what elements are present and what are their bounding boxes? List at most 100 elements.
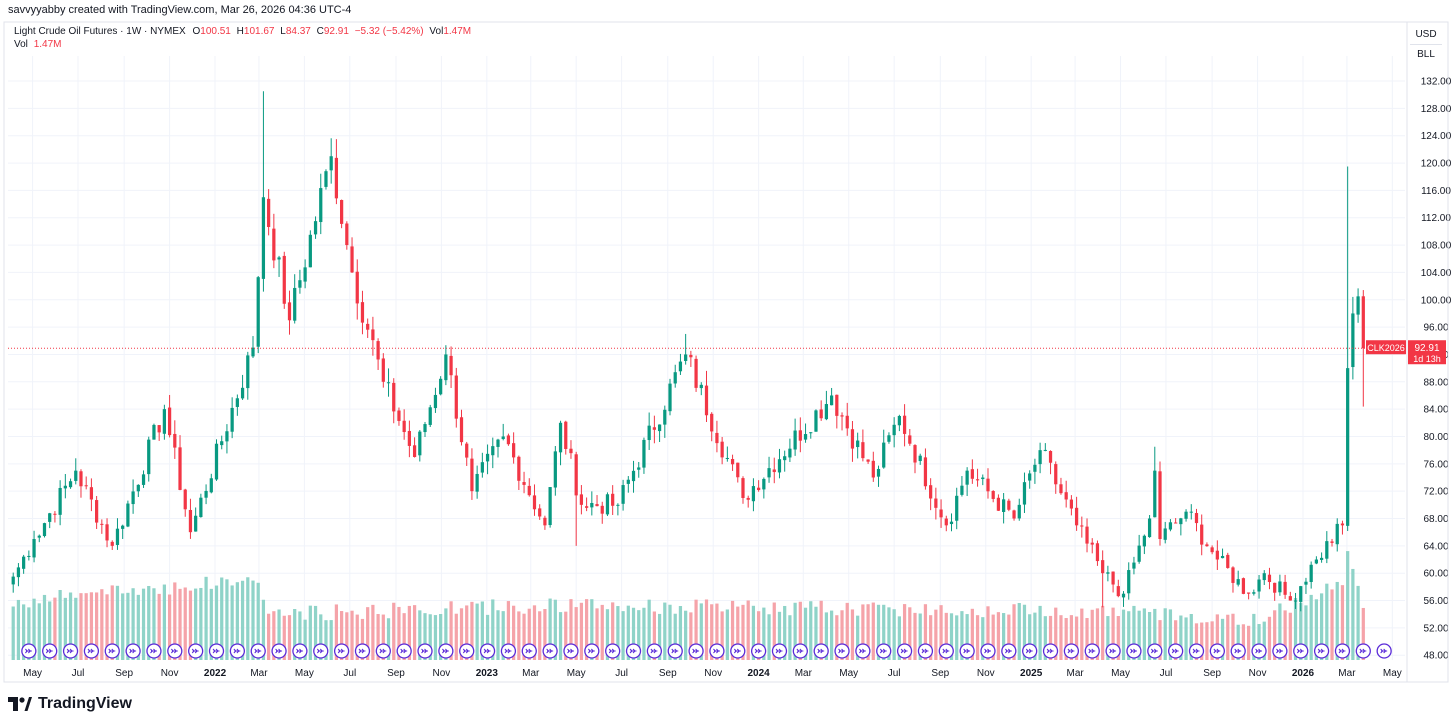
candle[interactable] (996, 494, 1001, 512)
candle[interactable] (840, 412, 844, 431)
candle[interactable] (949, 513, 954, 532)
candle[interactable] (694, 355, 698, 392)
candle[interactable] (1033, 458, 1037, 484)
candle[interactable] (965, 467, 969, 496)
candle[interactable] (16, 563, 21, 587)
candle[interactable] (981, 474, 985, 486)
candle[interactable] (1351, 296, 1355, 380)
candle[interactable] (141, 470, 146, 488)
candle[interactable] (1335, 518, 1339, 552)
candle[interactable] (1288, 591, 1292, 601)
candle[interactable] (975, 468, 980, 487)
candle[interactable] (1205, 542, 1209, 547)
candle[interactable] (397, 407, 401, 426)
candle[interactable] (1215, 540, 1219, 570)
candle[interactable] (319, 173, 323, 235)
candle[interactable] (105, 518, 109, 548)
candle[interactable] (1299, 585, 1303, 612)
candle[interactable] (48, 512, 52, 529)
candle[interactable] (366, 318, 370, 338)
candle[interactable] (79, 469, 83, 498)
candle[interactable] (22, 554, 26, 574)
event-marker-icon[interactable] (1167, 643, 1184, 659)
candle[interactable] (1267, 567, 1272, 590)
event-marker-icon[interactable] (834, 643, 850, 659)
event-marker-icon[interactable] (1230, 643, 1246, 659)
candle[interactable] (110, 540, 114, 550)
candle[interactable] (1189, 504, 1193, 520)
candle[interactable] (449, 346, 453, 388)
candle[interactable] (512, 432, 516, 464)
candle[interactable] (902, 404, 907, 447)
candle[interactable] (829, 387, 834, 406)
candle[interactable] (470, 448, 474, 500)
candle[interactable] (824, 390, 829, 421)
event-marker-icon[interactable] (479, 643, 496, 659)
candle[interactable] (126, 500, 130, 528)
event-marker-icon[interactable] (1313, 643, 1330, 659)
event-marker-icon[interactable] (417, 643, 433, 659)
candle[interactable] (230, 397, 234, 439)
candle[interactable] (459, 409, 464, 446)
candle[interactable] (157, 425, 161, 441)
candle[interactable] (324, 169, 328, 190)
candle[interactable] (704, 370, 709, 423)
candle[interactable] (684, 333, 688, 365)
candle[interactable] (762, 477, 766, 499)
event-marker-icon[interactable] (1126, 643, 1142, 659)
candle[interactable] (1028, 470, 1032, 489)
candle[interactable] (235, 394, 239, 416)
candle[interactable] (1231, 566, 1235, 593)
event-marker-icon[interactable] (1188, 643, 1205, 659)
candle[interactable] (308, 230, 312, 268)
candle[interactable] (272, 213, 276, 269)
candle[interactable] (1012, 509, 1016, 521)
candle[interactable] (548, 487, 552, 528)
candle[interactable] (313, 216, 318, 239)
candle[interactable] (741, 476, 745, 504)
candle[interactable] (84, 476, 88, 490)
candle[interactable] (637, 461, 641, 478)
candle[interactable] (1184, 509, 1188, 522)
candle[interactable] (1241, 577, 1246, 595)
candle[interactable] (689, 350, 693, 367)
event-marker-icon[interactable] (688, 643, 704, 659)
candle[interactable] (934, 487, 938, 520)
candle[interactable] (1226, 552, 1230, 569)
candle[interactable] (412, 437, 417, 458)
event-marker-icon[interactable] (354, 643, 371, 659)
candle[interactable] (564, 420, 568, 455)
candle[interactable] (788, 438, 792, 463)
candle[interactable] (1163, 521, 1167, 544)
candle[interactable] (360, 290, 365, 335)
symbol-title[interactable]: Light Crude Oil Futures · 1W · NYMEX (14, 26, 186, 37)
candle[interactable] (1247, 592, 1251, 600)
candle[interactable] (616, 503, 620, 516)
event-marker-icon[interactable] (292, 643, 308, 659)
candle[interactable] (960, 476, 964, 497)
event-marker-icon[interactable] (1042, 643, 1059, 659)
event-marker-icon[interactable] (250, 643, 266, 659)
candle[interactable] (835, 394, 839, 429)
candle[interactable] (803, 423, 808, 443)
candle[interactable] (63, 473, 67, 499)
candle[interactable] (173, 420, 177, 459)
event-marker-icon[interactable] (500, 643, 517, 659)
event-marker-icon[interactable] (1105, 643, 1121, 659)
event-marker-icon[interactable] (876, 643, 892, 659)
event-marker-icon[interactable] (146, 643, 162, 659)
candle[interactable] (590, 491, 594, 516)
candle[interactable] (986, 468, 990, 499)
candle[interactable] (199, 493, 203, 518)
candle[interactable] (251, 336, 255, 359)
candle[interactable] (1101, 550, 1105, 608)
candle[interactable] (819, 400, 823, 421)
candle[interactable] (261, 91, 266, 292)
candle[interactable] (1293, 592, 1298, 609)
candle[interactable] (908, 429, 912, 446)
candle[interactable] (183, 488, 187, 517)
event-marker-icon[interactable] (542, 643, 558, 659)
candle[interactable] (887, 432, 891, 444)
candle[interactable] (491, 437, 495, 469)
candle[interactable] (1319, 552, 1324, 563)
